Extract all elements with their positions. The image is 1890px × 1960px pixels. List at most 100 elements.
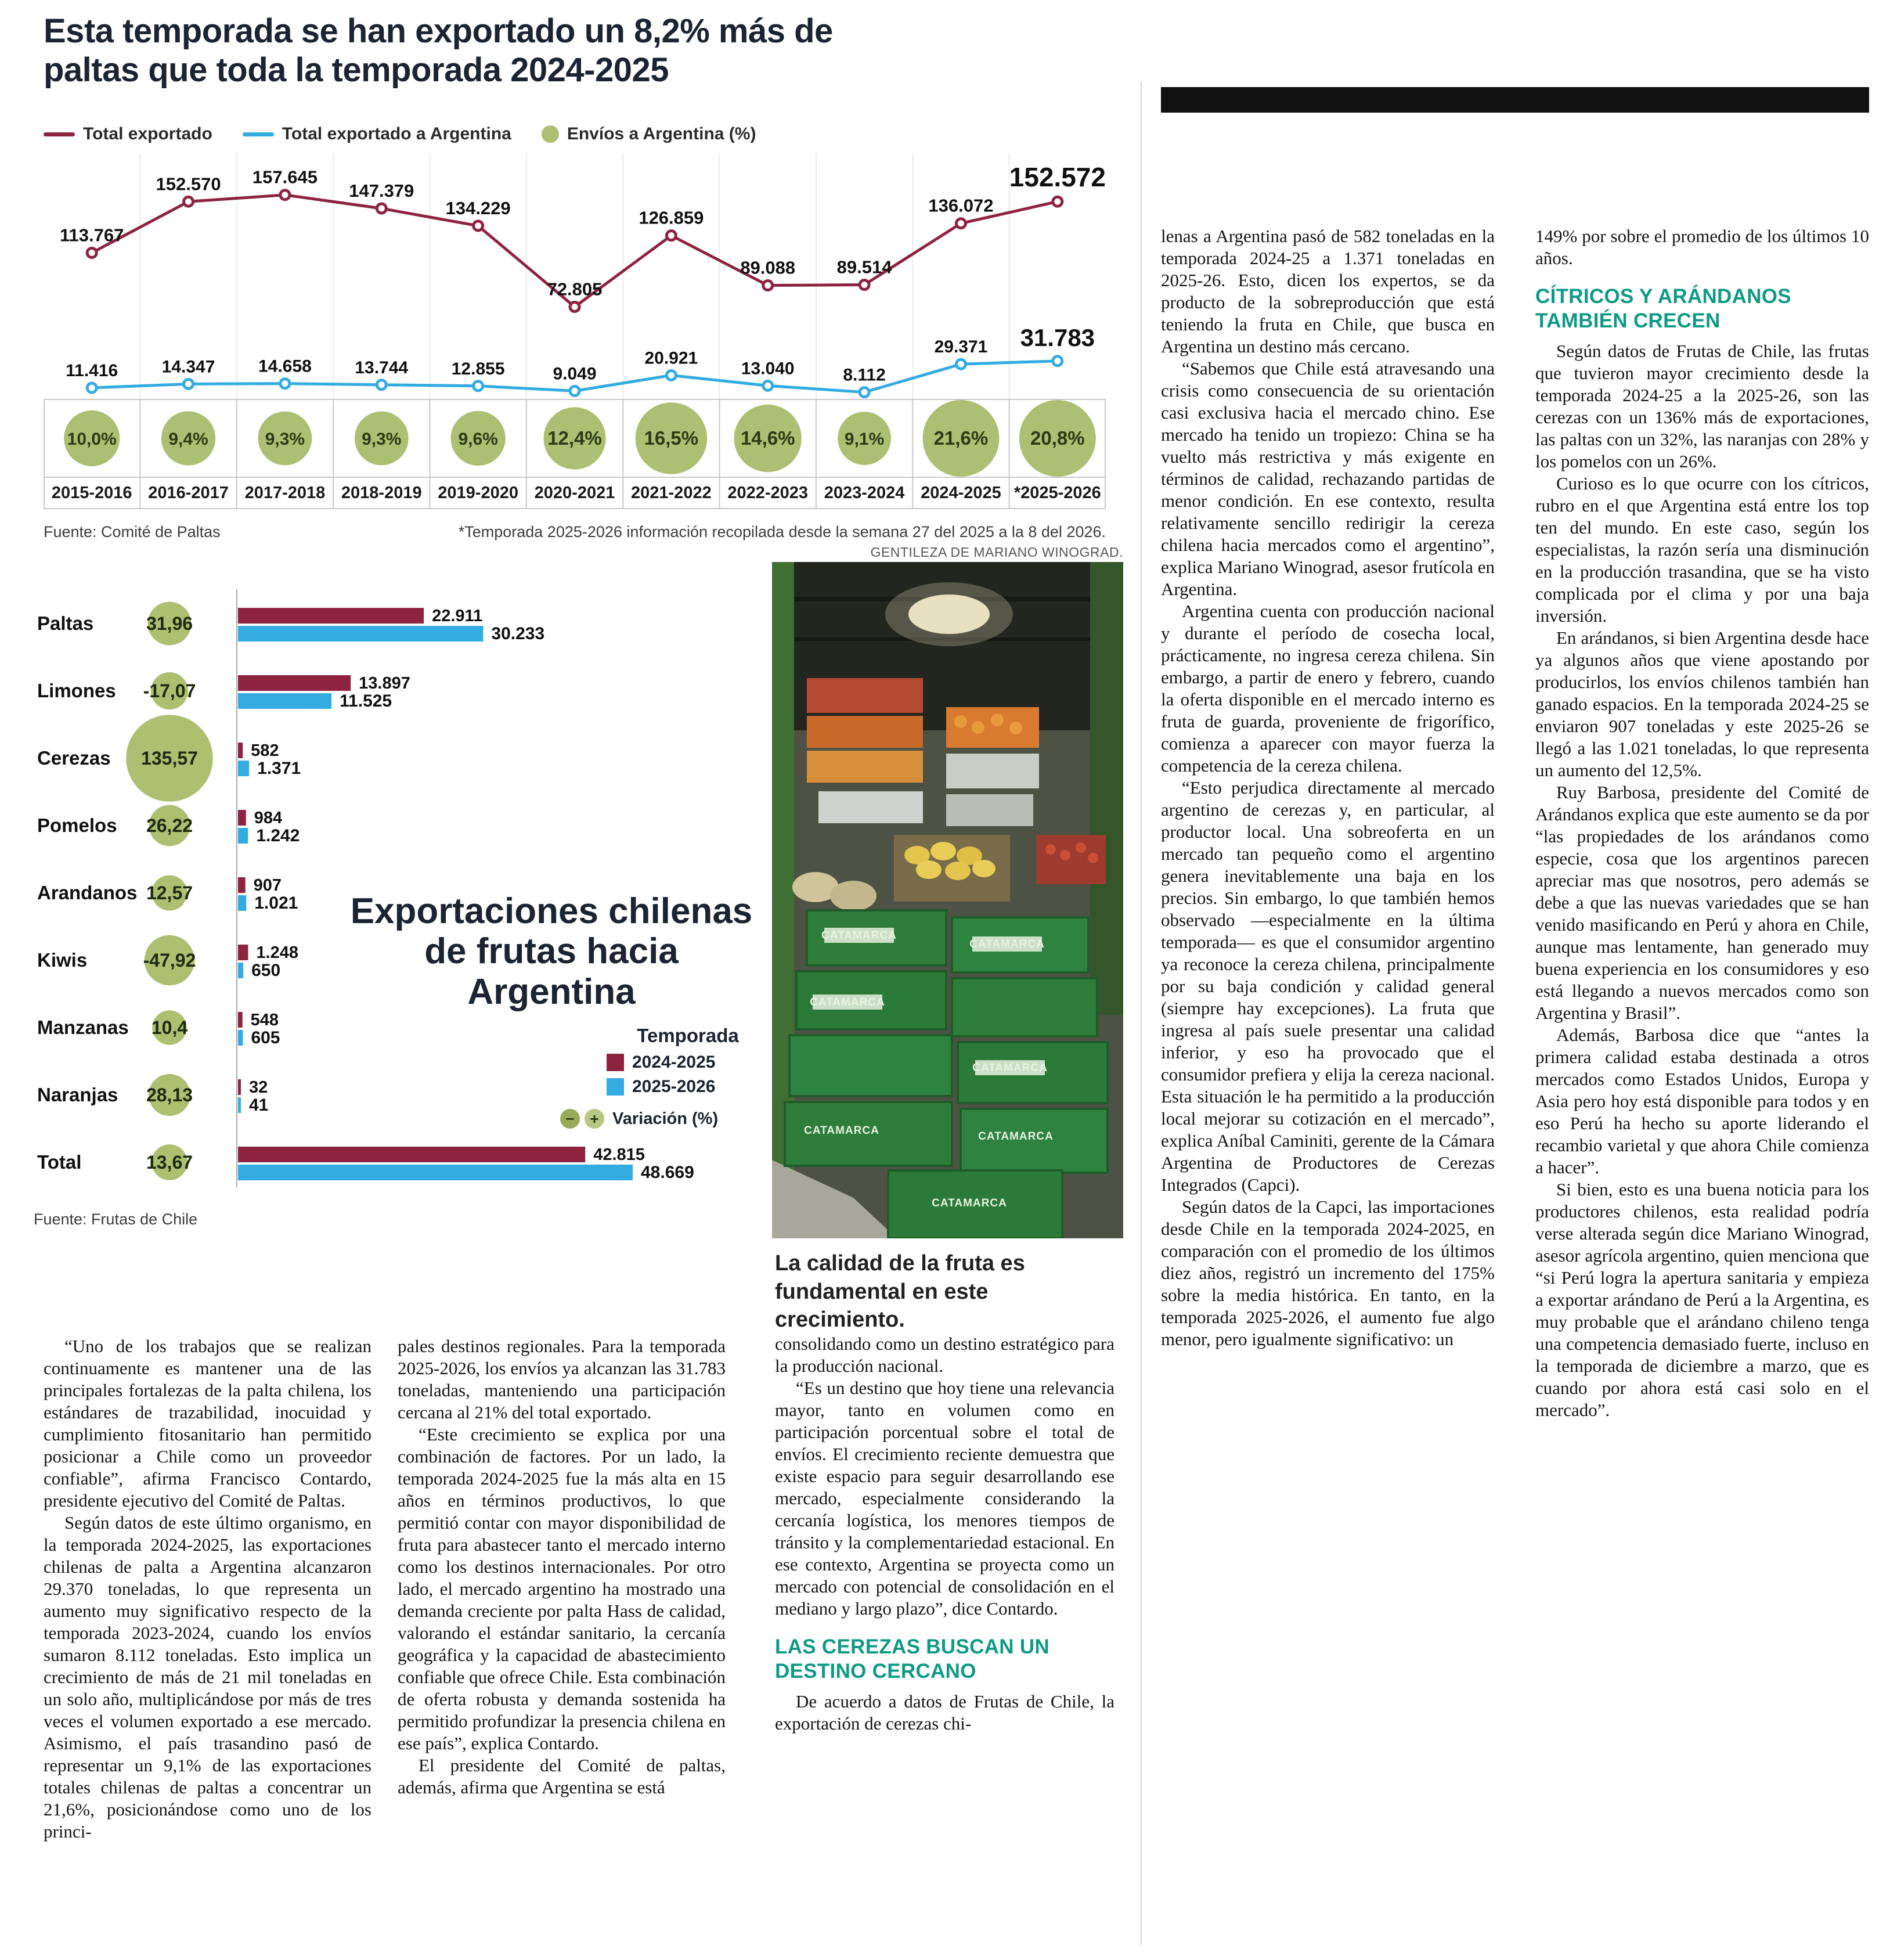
- svg-text:14.347: 14.347: [162, 357, 215, 376]
- variation-legend-label: Variación (%): [612, 1109, 719, 1128]
- svg-text:Limones: Limones: [37, 680, 116, 701]
- svg-text:13,67: 13,67: [146, 1152, 193, 1173]
- svg-text:548: 548: [251, 1011, 279, 1029]
- article-paragraph: lenas a Argentina pasó de 582 toneladas …: [1161, 226, 1495, 356]
- article-column-2: pales destinos regionales. Para la tempo…: [398, 1335, 726, 1945]
- svg-text:9.049: 9.049: [553, 364, 596, 383]
- bar-chart-legend: Temporada 2024-2025 2025-2026: [607, 1025, 769, 1101]
- svg-text:72.805: 72.805: [547, 279, 603, 300]
- bar-chart-title: Exportaciones chilenas de frutas hacia A…: [350, 891, 753, 1012]
- svg-text:136.072: 136.072: [928, 196, 993, 216]
- bar-chart-area: Paltas 31,96 22.911 30.233 Limones -17,07 13.8…: [23, 566, 760, 1205]
- photo-credit: GENTILEZA DE MARIANO WINOGRAD.: [870, 545, 1123, 560]
- svg-text:20.921: 20.921: [644, 348, 698, 368]
- svg-text:11.416: 11.416: [66, 361, 118, 380]
- fruit-exports-bar-chart: Paltas 31,96 22.911 30.233 Limones -17,07 13.8…: [23, 566, 760, 1228]
- article-paragraph: Si bien, esto es una buena noticia para …: [1535, 1179, 1869, 1420]
- svg-text:2017-2018: 2017-2018: [245, 484, 326, 502]
- svg-text:Pomelos: Pomelos: [37, 815, 117, 836]
- legend-item: Envíos a Argentina (%): [541, 124, 756, 144]
- legend-label: 2025-2026: [632, 1077, 716, 1096]
- svg-text:-47,92: -47,92: [143, 950, 196, 971]
- article-paragraph: “Sabemos que Chile está atravesando una …: [1161, 358, 1495, 599]
- svg-text:1.248: 1.248: [256, 943, 298, 962]
- article-paragraph: “Uno de los trabajos que se realizan con…: [44, 1336, 371, 1511]
- svg-text:16,5%: 16,5%: [644, 427, 699, 449]
- section-heading: CÍTRICOS Y ARÁNDANOS TAMBIÉN CRECEN: [1535, 285, 1791, 332]
- article-paragraph: “Es un destino que hoy tiene una relevan…: [775, 1378, 1114, 1619]
- svg-text:126.859: 126.859: [639, 208, 704, 228]
- svg-text:30.233: 30.233: [491, 624, 544, 643]
- page-title: Esta temporada se han exportado un 8,2% …: [44, 12, 833, 89]
- svg-text:28,13: 28,13: [146, 1085, 193, 1105]
- article-paragraph: Según datos de Frutas de Chile, las frut…: [1535, 341, 1869, 471]
- svg-text:CATAMARCA: CATAMARCA: [810, 996, 885, 1008]
- article-paragraph: Según datos de la Capci, las importacion…: [1161, 1197, 1495, 1349]
- svg-text:Paltas: Paltas: [37, 613, 93, 634]
- svg-text:907: 907: [254, 876, 282, 895]
- svg-text:Total: Total: [37, 1151, 81, 1173]
- svg-text:12,4%: 12,4%: [547, 427, 602, 449]
- svg-text:152.570: 152.570: [156, 174, 221, 194]
- svg-text:113.767: 113.767: [60, 225, 124, 245]
- svg-text:31.783: 31.783: [1020, 324, 1095, 351]
- svg-text:582: 582: [251, 741, 279, 760]
- line-swatch: [44, 132, 75, 136]
- line-chart-svg: 10,0% 9,4% 9,3% 9,3% 9,6% 12,4% 16,5% 14,6% 9,1%…: [44, 153, 1106, 509]
- svg-text:10,0%: 10,0%: [67, 430, 117, 449]
- svg-text:2021-2022: 2021-2022: [631, 484, 712, 502]
- svg-text:41: 41: [249, 1096, 268, 1115]
- svg-text:CATAMARCA: CATAMARCA: [804, 1125, 879, 1137]
- svg-text:Kiwis: Kiwis: [37, 949, 87, 971]
- svg-text:11.525: 11.525: [340, 691, 392, 711]
- svg-text:10,4: 10,4: [152, 1017, 187, 1038]
- legend-title: Temporada: [637, 1025, 739, 1046]
- svg-text:2024-2025: 2024-2025: [921, 484, 1001, 502]
- svg-text:21,6%: 21,6%: [934, 427, 989, 449]
- photo-caption: La calidad de la fruta es fundamental en…: [775, 1251, 1025, 1332]
- circle-swatch: [541, 125, 559, 143]
- svg-text:135,57: 135,57: [141, 748, 198, 769]
- svg-text:CATAMARCA: CATAMARCA: [821, 929, 897, 942]
- legend-label: Total exportado: [83, 124, 212, 143]
- article-column-4: lenas a Argentina pasó de 582 toneladas …: [1161, 225, 1495, 1944]
- svg-text:9,3%: 9,3%: [265, 430, 305, 449]
- legend-item: Total exportado: [44, 124, 212, 144]
- article-paragraph: Argentina cuenta con producción nacional…: [1161, 601, 1495, 776]
- svg-text:9,1%: 9,1%: [845, 430, 884, 449]
- svg-text:134.229: 134.229: [446, 198, 511, 218]
- bar-chart-source: Fuente: Frutas de Chile: [34, 1210, 198, 1228]
- legend-item-2025-2026: 2025-2026: [607, 1077, 769, 1097]
- article-paragraph: En arándanos, si bien Argentina desde ha…: [1535, 628, 1869, 780]
- article-paragraph: Además, Barbosa dice que “antes la prime…: [1535, 1025, 1869, 1177]
- legend-item-2024-2025: 2024-2025: [607, 1053, 769, 1072]
- svg-text:147.379: 147.379: [349, 181, 414, 201]
- svg-text:1.242: 1.242: [256, 826, 300, 845]
- line-swatch: [242, 132, 274, 136]
- svg-text:2019-2020: 2019-2020: [438, 484, 518, 502]
- section-divider-bar: [1161, 87, 1869, 113]
- market-photo: CATAMARCA CATAMARCA CATAMARCA CATAMARCA CATA…: [772, 562, 1123, 1238]
- article-paragraph: pales destinos regionales. Para la tempo…: [398, 1336, 726, 1422]
- line-chart-source-row: Fuente: Comité de Paltas *Temporada 2025…: [44, 523, 1106, 541]
- article-paragraph: 149% por sobre el promedio de los último…: [1535, 226, 1869, 268]
- article-paragraph: Ruy Barbosa, presidente del Comité de Ar…: [1535, 782, 1869, 1023]
- avocado-exports-line-chart: Total exportado Total exportado a Argenti…: [44, 124, 1106, 541]
- variation-legend: − + Variación (%): [560, 1109, 718, 1129]
- svg-text:984: 984: [254, 809, 282, 827]
- svg-text:9,4%: 9,4%: [168, 430, 208, 449]
- svg-text:48.669: 48.669: [641, 1163, 694, 1182]
- svg-text:2018-2019: 2018-2019: [341, 484, 422, 502]
- article-paragraph: El presidente del Comité de paltas, adem…: [398, 1755, 726, 1797]
- svg-text:2016-2017: 2016-2017: [148, 484, 229, 502]
- legend-label: Total exportado a Argentina: [282, 124, 511, 143]
- article-column-5: 149% por sobre el promedio de los último…: [1535, 225, 1869, 1944]
- svg-text:2020-2021: 2020-2021: [535, 484, 615, 502]
- svg-text:CATAMARCA: CATAMARCA: [972, 1062, 1048, 1074]
- svg-text:89.514: 89.514: [837, 257, 893, 278]
- svg-text:31,96: 31,96: [146, 613, 193, 634]
- svg-text:CATAMARCA: CATAMARCA: [932, 1197, 1007, 1209]
- svg-text:650: 650: [251, 961, 280, 980]
- svg-text:2023-2024: 2023-2024: [824, 484, 905, 502]
